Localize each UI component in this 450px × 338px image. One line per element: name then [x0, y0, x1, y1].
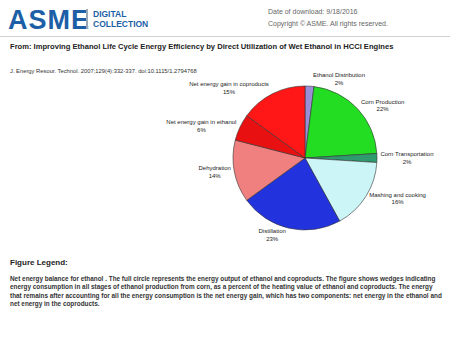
html-text:Figure Legend:: Figure Legend: [10, 258, 68, 267]
html-text:Copyright © ASME. All rights r: Copyright © ASME. All rights reserved. [268, 20, 388, 27]
html-text:COLLECTION: COLLECTION [93, 19, 149, 29]
html-text:Date of download: 9/18/2016: Date of download: 9/18/2016 [268, 8, 358, 15]
svg-text:Mashing and cooking16%: Mashing and cooking16% [369, 192, 426, 206]
html-text:ASME: ASME [8, 5, 90, 35]
html-text:From: Improving Ethanol Life C: From: Improving Ethanol Life Cycle Energ… [10, 42, 394, 51]
svg-text:Net energy gain in coproducts1: Net energy gain in coproducts15% [189, 81, 269, 95]
svg-text:Distillation23%: Distillation23% [259, 228, 286, 242]
svg-text:Dehydration14%: Dehydration14% [198, 165, 230, 179]
svg-text:Corn Production22%: Corn Production22% [361, 99, 404, 113]
html-text:J. Energy Resour. Technol. 200: J. Energy Resour. Technol. 2007;129(4):3… [10, 68, 197, 74]
svg-text:Corn Transportation2%: Corn Transportation2% [380, 151, 433, 165]
svg-text:Net energy gain in ethanol6%: Net energy gain in ethanol6% [166, 119, 236, 133]
svg-text:Ethanol Distribution2%: Ethanol Distribution2% [313, 72, 365, 86]
html-text:Net energy balance for ethanol: Net energy balance for ethanol . The ful… [10, 275, 442, 308]
html-text:DIGITAL: DIGITAL [93, 9, 127, 19]
